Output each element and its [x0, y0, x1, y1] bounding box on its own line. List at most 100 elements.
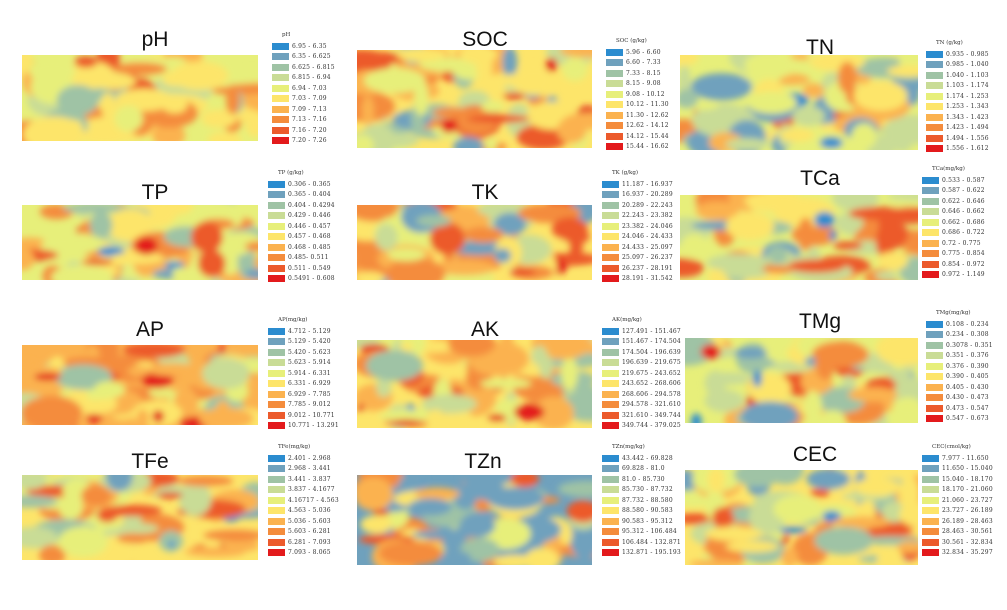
- legend-swatch: [602, 496, 619, 504]
- legend-item: 0.390 - 0.405: [926, 372, 993, 383]
- legend-range-label: 1.174 - 1.253: [946, 92, 989, 100]
- legend-item: 7.977 - 11.650: [922, 453, 993, 464]
- legend-range-label: 14.12 - 15.44: [626, 132, 669, 140]
- legend-swatch: [922, 517, 939, 525]
- legend-range-label: 0.686 - 0.722: [942, 229, 985, 237]
- legend-swatch: [606, 143, 623, 151]
- legend-item: 106.484 - 132.871: [602, 537, 681, 548]
- legend-range-label: 11.30 - 12.62: [626, 111, 669, 119]
- legend-range-label: 0.622 - 0.646: [942, 197, 985, 205]
- map-contour-patch: [116, 533, 150, 544]
- tzn-map-title: TZn: [464, 450, 502, 473]
- legend-swatch: [268, 243, 285, 251]
- legend-swatch: [272, 137, 289, 145]
- legend-range-label: 0.533 - 0.587: [942, 176, 985, 184]
- legend-swatch: [602, 465, 619, 473]
- legend-item: 0.972 - 1.149: [922, 270, 985, 281]
- map-contour-patch: [704, 389, 745, 413]
- map-contour-patch: [460, 512, 496, 538]
- legend-swatch: [926, 362, 943, 370]
- map-contour-patch: [486, 486, 545, 510]
- legend-range-label: 1.040 - 1.103: [946, 71, 989, 79]
- legend-range-label: 22.243 - 23.382: [622, 212, 673, 220]
- legend-range-label: 1.556 - 1.612: [946, 145, 989, 153]
- legend-swatch: [602, 338, 619, 346]
- legend-item: 6.815 - 6.94: [272, 73, 335, 84]
- legend-item: 1.494 - 1.556: [926, 133, 989, 144]
- map-contour-patch: [198, 249, 226, 278]
- legend-swatch: [922, 208, 939, 216]
- legend-range-label: 0.662 - 0.686: [942, 218, 985, 226]
- map-contour-patch: [58, 526, 108, 558]
- legend-item: 15.44 - 16.62: [606, 142, 669, 153]
- map-contour-patch: [123, 345, 186, 358]
- legend-item: 3.837 - 4.1677: [268, 485, 339, 496]
- legend-item: 28.463 - 30.561: [922, 527, 993, 538]
- legend-item: 5.96 - 6.60: [606, 47, 669, 58]
- map-contour-patch: [734, 347, 768, 359]
- map-contour-patch: [412, 530, 476, 540]
- legend-range-label: 151.467 - 174.504: [622, 338, 681, 346]
- legend-range-label: 6.625 - 6.815: [292, 63, 335, 71]
- map-contour-patch: [891, 397, 918, 421]
- legend-swatch: [606, 122, 623, 130]
- map-contour-patch: [524, 547, 560, 565]
- map-contour-patch: [90, 73, 136, 90]
- map-contour-patch: [201, 109, 237, 128]
- legend-swatch: [268, 390, 285, 398]
- legend-item: 0.446 - 0.457: [268, 221, 335, 232]
- map-contour-patch: [168, 541, 175, 548]
- map-contour-patch: [22, 526, 58, 549]
- legend-item: 6.94 - 7.03: [272, 83, 335, 94]
- map-contour-patch: [357, 477, 393, 511]
- legend-range-label: 5.129 - 5.420: [288, 338, 331, 346]
- legend-range-label: 0.108 - 0.234: [946, 320, 989, 328]
- map-contour-patch: [891, 131, 913, 150]
- legend-swatch: [268, 233, 285, 241]
- legend-range-label: 6.94 - 7.03: [292, 84, 327, 92]
- map-contour-patch: [357, 135, 375, 148]
- legend-item: 127.491 - 151.467: [602, 326, 681, 337]
- map-contour-patch: [875, 338, 918, 366]
- legend-swatch: [272, 105, 289, 113]
- legend-swatch: [272, 63, 289, 71]
- soc-map-title: SOC: [462, 28, 508, 51]
- map-contour-patch: [820, 410, 846, 423]
- legend-range-label: 0.404 - 0.4294: [288, 201, 335, 209]
- legend-swatch: [926, 404, 943, 412]
- ph-interpolation-map: [22, 55, 258, 141]
- legend-item: 14.12 - 15.44: [606, 131, 669, 142]
- legend-item: 81.0 - 85.730: [602, 474, 681, 485]
- legend-item: 0.511 - 0.549: [268, 263, 335, 274]
- legend-range-label: 4.712 - 5.129: [288, 327, 331, 335]
- legend-range-label: 0.306 - 0.365: [288, 180, 331, 188]
- legend-range-label: 5.96 - 6.60: [626, 48, 661, 56]
- legend-title: TN (g/kg): [936, 40, 963, 46]
- map-contour-patch: [357, 271, 385, 280]
- legend-range-label: 243.652 - 268.606: [622, 380, 681, 388]
- legend-item: 90.583 - 95.312: [602, 516, 681, 527]
- legend-range-label: 0.5491 - 0.608: [288, 275, 335, 283]
- map-contour-patch: [113, 62, 167, 76]
- legend-range-label: 4.16717 - 4.563: [288, 496, 339, 504]
- legend-item: 6.60 - 7.33: [606, 58, 669, 69]
- legend-item: 0.3078 - 0.351: [926, 340, 993, 351]
- legend-item: 5.914 - 6.331: [268, 368, 339, 379]
- map-contour-patch: [778, 526, 808, 534]
- tzn-interpolation-map: [357, 475, 592, 565]
- legend-range-label: 9.012 - 10.771: [288, 411, 335, 419]
- map-contour-patch: [361, 96, 375, 126]
- legend-item: 18.170 - 21.060: [922, 485, 993, 496]
- legend-range-label: 0.935 - 0.985: [946, 50, 989, 58]
- map-contour-patch: [467, 114, 530, 123]
- legend-range-label: 15.040 - 18.170: [942, 475, 993, 483]
- map-contour-patch: [421, 394, 478, 414]
- map-contour-patch: [848, 387, 898, 403]
- legend-item: 0.234 - 0.308: [926, 330, 993, 341]
- legend-swatch: [922, 197, 939, 205]
- legend-item: 85.730 - 87.732: [602, 485, 681, 496]
- legend-item: 16.937 - 20.289: [602, 190, 673, 201]
- legend-swatch: [268, 411, 285, 419]
- map-contour-patch: [429, 222, 466, 255]
- ph-legend: pH 6.95 - 6.35 6.35 - 6.625 6.625 - 6.815 6.…: [272, 32, 335, 146]
